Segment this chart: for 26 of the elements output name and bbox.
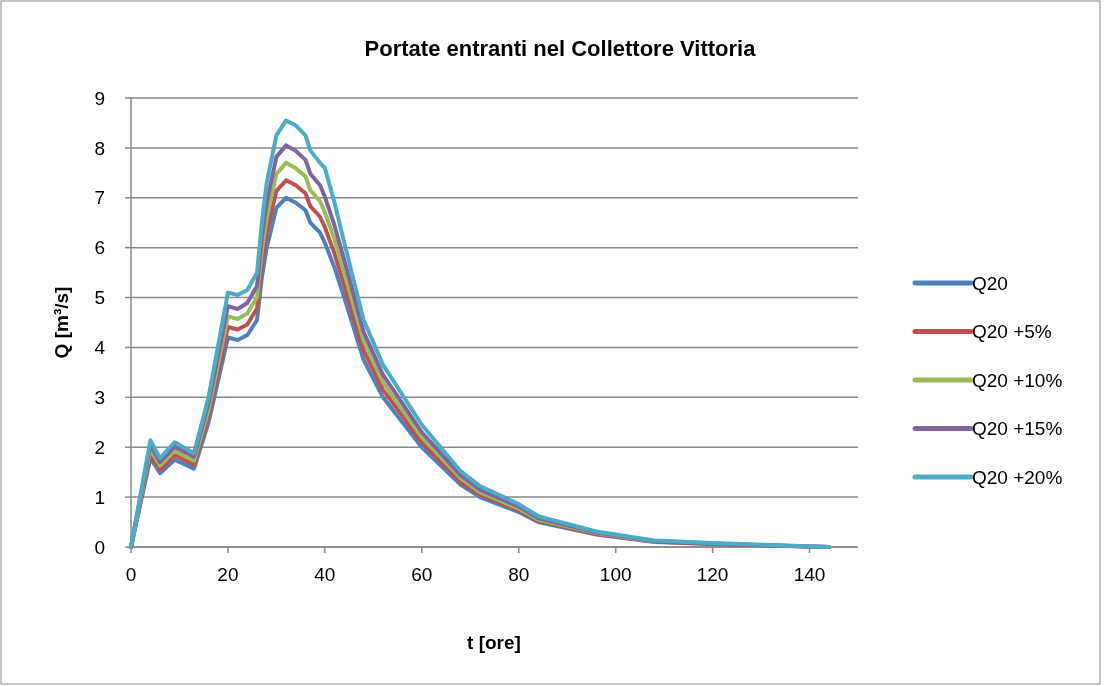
y-tick-label: 9	[94, 87, 105, 109]
y-tick-label: 8	[94, 137, 105, 159]
y-tick-label: 3	[94, 386, 105, 408]
x-tick-label: 100	[599, 564, 632, 585]
legend-label: Q20	[972, 272, 1008, 294]
y-tick-label: 0	[94, 536, 105, 558]
x-tick-label: 80	[508, 564, 530, 585]
chart-title: Portate entranti nel Collettore Vittoria	[364, 36, 757, 61]
y-axis-title: Q [m³/s]	[51, 286, 72, 359]
legend-label: Q20 +15%	[972, 418, 1063, 440]
y-tick-label: 6	[94, 237, 105, 259]
x-tick-label: 120	[696, 564, 729, 585]
x-tick-label: 40	[314, 564, 336, 585]
y-tick-label: 2	[94, 436, 105, 458]
x-tick-label: 140	[793, 564, 826, 585]
x-tick-label: 20	[217, 564, 239, 585]
y-tick-label: 5	[94, 287, 105, 309]
x-tick-label: 60	[411, 564, 433, 585]
x-tick-label: 0	[125, 564, 137, 585]
legend-label: Q20 +20%	[972, 466, 1063, 488]
y-tick-label: 1	[94, 486, 105, 508]
legend-label: Q20 +10%	[972, 369, 1063, 391]
y-tick-label: 4	[94, 337, 106, 359]
legend-label: Q20 +5%	[972, 321, 1052, 343]
y-tick-label: 7	[94, 187, 105, 209]
x-axis-title: t [ore]	[467, 632, 521, 653]
